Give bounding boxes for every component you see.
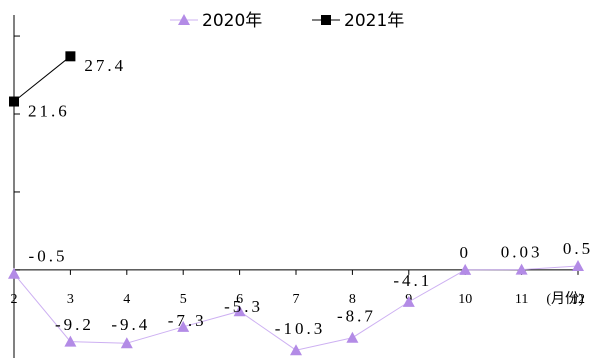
marker: [120, 337, 133, 349]
data-label: -8.7: [337, 307, 376, 326]
marker: [459, 263, 472, 275]
data-label: -5.3: [224, 297, 263, 316]
data-label: -10.3: [275, 319, 325, 338]
data-label: -4.1: [393, 271, 432, 290]
x-tick-label: 7: [293, 292, 300, 307]
x-axis-label: (月份): [546, 291, 584, 307]
data-label: -9.2: [55, 315, 94, 334]
legend-marker: [321, 15, 331, 25]
x-tick-label: 2: [11, 292, 18, 307]
marker: [515, 263, 528, 275]
marker: [64, 335, 77, 347]
x-tick-label: 8: [349, 292, 356, 307]
marker: [346, 331, 359, 343]
legend-label: 2021年: [344, 11, 404, 31]
data-label: -9.4: [111, 315, 150, 334]
data-label: -0.5: [29, 247, 68, 266]
x-tick-label: 3: [67, 292, 74, 307]
data-label: 27.4: [84, 56, 126, 75]
marker: [572, 260, 584, 272]
x-tick-label: 12: [571, 292, 585, 307]
marker: [290, 344, 302, 356]
marker: [402, 295, 415, 307]
data-label: 0.03: [501, 243, 543, 262]
x-tick-label: 5: [180, 292, 187, 307]
x-tick-label: 4: [123, 292, 130, 307]
data-label: 0.5: [563, 239, 593, 258]
x-tick-label: 6: [236, 292, 243, 307]
marker: [65, 51, 76, 62]
legend-label: 2020年: [202, 11, 262, 31]
data-label: 0: [459, 243, 471, 262]
x-tick-label: 10: [458, 292, 472, 307]
marker: [8, 267, 20, 279]
series-line: [13, 55, 71, 102]
legend-marker: [178, 14, 190, 25]
data-label: -7.3: [168, 311, 207, 330]
marker: [9, 96, 19, 107]
marker: [233, 305, 246, 317]
data-label: 21.6: [28, 101, 70, 120]
marker: [177, 320, 190, 332]
x-tick-label: 11: [515, 292, 528, 307]
